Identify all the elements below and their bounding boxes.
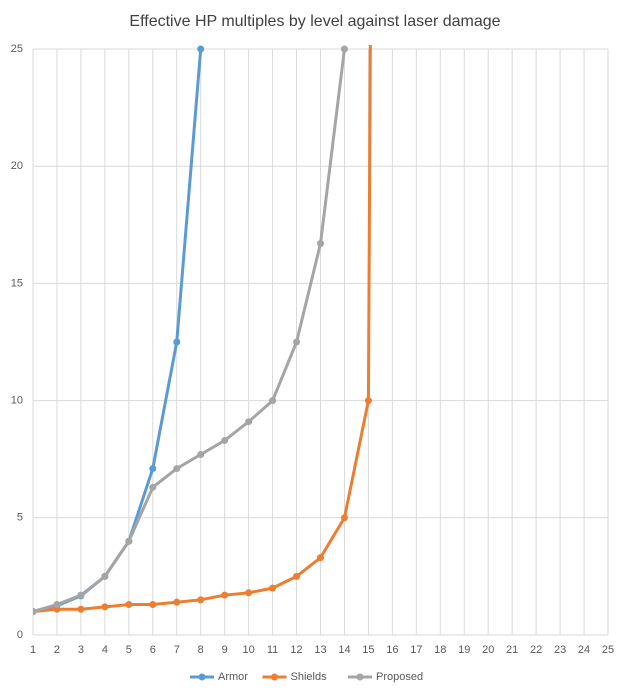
y-tick-label: 10 [11, 395, 23, 407]
data-point [269, 584, 277, 592]
grid [32, 48, 609, 636]
x-tick-label: 19 [458, 644, 470, 656]
data-point [101, 603, 109, 611]
data-point [221, 591, 229, 599]
data-point [173, 465, 181, 473]
x-tick-label: 22 [530, 644, 542, 656]
data-point [317, 240, 324, 248]
data-point [293, 572, 301, 580]
series-line [33, 48, 203, 614]
x-tick-label: 7 [174, 644, 180, 656]
data-point [77, 605, 85, 613]
legend-marker [356, 673, 364, 681]
data-point [149, 465, 157, 473]
x-tick-label: 14 [338, 644, 350, 656]
y-tick-label: 25 [11, 43, 23, 55]
x-tick-label: 3 [78, 644, 84, 656]
x-tick-label: 17 [410, 644, 422, 656]
chart-title: Effective HP multiples by level against … [129, 13, 500, 30]
data-point [149, 601, 157, 609]
x-tick-label: 16 [386, 644, 398, 656]
x-tick-label: 6 [150, 644, 156, 656]
x-tick-label: 11 [267, 644, 278, 656]
legend-marker [198, 673, 206, 681]
series-line [33, 45, 372, 614]
x-tick-label: 10 [243, 644, 255, 656]
data-point [33, 608, 37, 616]
y-tick-label: 5 [17, 512, 23, 524]
legend: Armor Shields Proposed [190, 671, 423, 683]
series-line [33, 48, 346, 613]
x-tick-label: 23 [554, 644, 566, 656]
x-tick-label: 1 [30, 644, 36, 656]
data-point [77, 591, 85, 599]
x-tick-label: 21 [506, 644, 518, 656]
data-point [125, 601, 133, 609]
data-point [101, 572, 109, 580]
data-point [269, 397, 277, 405]
x-tick-label: 18 [434, 644, 446, 656]
data-point [173, 338, 181, 346]
x-tick-label: 9 [222, 644, 228, 656]
y-tick-label: 20 [11, 160, 23, 172]
data-point [317, 554, 324, 562]
legend-marker [271, 673, 278, 681]
x-tick-label: 12 [290, 644, 302, 656]
data-point [197, 451, 205, 459]
y-tick-label: 15 [11, 277, 23, 289]
data-point [293, 338, 301, 346]
x-tick-label: 5 [126, 644, 132, 656]
data-point [173, 598, 181, 606]
legend-label: Armor [218, 671, 248, 683]
data-point [125, 537, 133, 545]
data-point [340, 45, 348, 53]
data-point [53, 601, 61, 609]
x-tick-label: 15 [362, 644, 374, 656]
x-tick-label: 2 [54, 644, 60, 656]
x-tick-label: 20 [482, 644, 494, 656]
data-point [340, 514, 348, 522]
y-tick-label: 0 [17, 629, 23, 641]
x-tick-label: 24 [578, 644, 590, 656]
x-tick-label: 13 [314, 644, 326, 656]
legend-label: Shields [291, 671, 328, 683]
plot-area [33, 45, 372, 616]
x-tick-label: 8 [198, 644, 204, 656]
x-tick-label: 25 [602, 644, 614, 656]
data-point [221, 436, 229, 444]
data-point [245, 589, 253, 597]
legend-label: Proposed [376, 671, 423, 683]
data-point [149, 483, 157, 491]
data-point [245, 418, 253, 426]
data-point [364, 397, 372, 405]
data-point [197, 45, 205, 53]
x-tick-label: 4 [102, 644, 108, 656]
data-point [197, 596, 205, 604]
